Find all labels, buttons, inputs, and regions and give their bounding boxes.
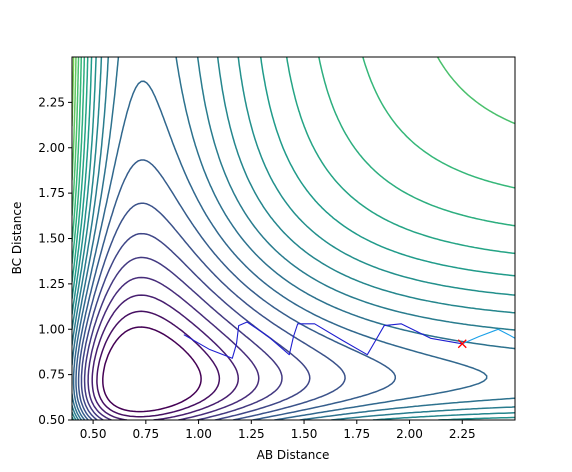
y-axis-label: BC Distance bbox=[10, 202, 24, 275]
trajectory-1 bbox=[462, 328, 515, 345]
x-axis-ticks: 0.50 0.75 1.00 1.25 1.50 1.75 2.00 2.25 bbox=[80, 420, 476, 441]
contour-level-7 bbox=[75, 159, 397, 420]
contour-level-10 bbox=[72, 57, 515, 420]
contour-level-0 bbox=[102, 326, 202, 413]
contour-level-6 bbox=[77, 202, 346, 420]
x-tick-label: 1.25 bbox=[238, 427, 265, 441]
start-marker bbox=[457, 339, 467, 349]
trajectory-lines bbox=[183, 321, 515, 359]
y-tick-label: 2.25 bbox=[38, 95, 65, 109]
x-tick-label: 1.00 bbox=[185, 427, 212, 441]
contour-level-3 bbox=[87, 276, 260, 420]
y-tick-label: 0.75 bbox=[38, 368, 65, 382]
x-tick-label: 0.50 bbox=[80, 427, 107, 441]
x-tick-label: 1.75 bbox=[343, 427, 370, 441]
contour-lines bbox=[72, 57, 515, 420]
x-tick-label: 2.25 bbox=[449, 427, 476, 441]
y-tick-label: 1.75 bbox=[38, 186, 65, 200]
contour-level-4 bbox=[83, 256, 283, 420]
contour-level-2 bbox=[91, 294, 240, 420]
y-axis-ticks: 0.50 0.75 1.00 1.25 1.50 1.75 2.00 2.25 bbox=[38, 95, 72, 427]
y-tick-label: 2.00 bbox=[38, 141, 65, 155]
x-tick-label: 1.50 bbox=[291, 427, 318, 441]
markers bbox=[457, 339, 467, 349]
x-tick-label: 2.00 bbox=[396, 427, 423, 441]
contour-level-5 bbox=[80, 232, 311, 420]
x-tick-label: 0.75 bbox=[132, 427, 159, 441]
y-tick-label: 1.25 bbox=[38, 277, 65, 291]
y-tick-label: 0.50 bbox=[38, 413, 65, 427]
contour-level-1 bbox=[96, 310, 221, 418]
contour-level-8 bbox=[72, 80, 488, 420]
y-tick-label: 1.50 bbox=[38, 232, 65, 246]
contour-level-9 bbox=[72, 57, 515, 420]
contour-level-17 bbox=[72, 57, 515, 216]
y-tick-label: 1.00 bbox=[38, 322, 65, 336]
x-axis-label: AB Distance bbox=[257, 448, 330, 462]
contour-level-12 bbox=[72, 57, 515, 420]
contour-level-11 bbox=[72, 57, 515, 420]
trajectory-0 bbox=[183, 321, 463, 359]
